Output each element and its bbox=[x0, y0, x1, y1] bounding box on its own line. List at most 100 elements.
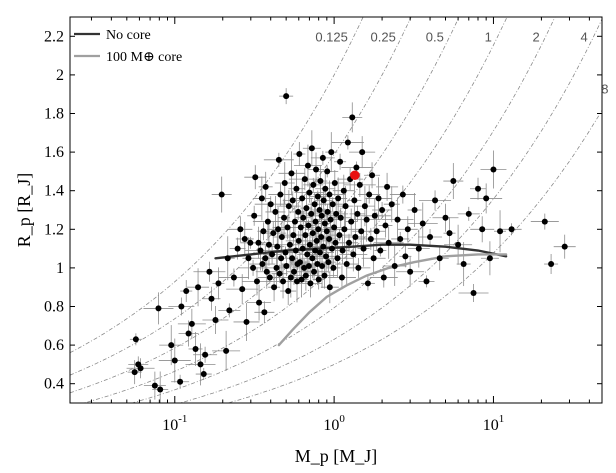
planet-point bbox=[245, 255, 252, 262]
planet-point bbox=[202, 351, 209, 358]
planet-point bbox=[188, 320, 195, 327]
planet-point bbox=[561, 243, 568, 250]
planet-point bbox=[324, 168, 331, 175]
planet-point bbox=[328, 149, 335, 156]
planet-point bbox=[361, 203, 368, 210]
planet-point bbox=[218, 191, 225, 198]
planet-point bbox=[397, 235, 404, 242]
planet-point bbox=[335, 195, 342, 202]
planet-point bbox=[293, 185, 300, 192]
planet-point bbox=[239, 286, 246, 293]
planet-point bbox=[486, 255, 493, 262]
planet-point bbox=[371, 212, 378, 219]
x-tick-base: 10 bbox=[323, 417, 339, 434]
planet-point bbox=[302, 232, 309, 239]
planet-point bbox=[208, 295, 215, 302]
y-axis-label: R_p [R_J] bbox=[14, 173, 34, 248]
planet-point bbox=[384, 183, 391, 190]
planet-point bbox=[258, 195, 265, 202]
planet-point bbox=[264, 218, 271, 225]
planet-point bbox=[330, 264, 337, 271]
planet-point bbox=[359, 149, 366, 156]
planet-point bbox=[315, 276, 322, 283]
planet-point bbox=[380, 274, 387, 281]
planet-point bbox=[402, 253, 409, 260]
planet-point bbox=[262, 255, 269, 262]
planet-point bbox=[460, 261, 467, 268]
planet-point bbox=[307, 280, 314, 287]
planet-point bbox=[415, 245, 422, 252]
planet-point bbox=[301, 264, 308, 271]
planet-point bbox=[315, 226, 322, 233]
planet-point bbox=[308, 210, 315, 217]
planet-point bbox=[319, 154, 326, 161]
planet-point bbox=[263, 268, 270, 275]
planet-point bbox=[318, 212, 325, 219]
planet-point bbox=[230, 274, 237, 281]
planet-point bbox=[256, 299, 263, 306]
planet-point bbox=[385, 239, 392, 246]
axis-ticks: 0.40.60.811.21.41.61.822.210-1 100 101 bbox=[44, 17, 602, 434]
planet-point bbox=[304, 162, 311, 169]
planet-point bbox=[423, 278, 430, 285]
model-curve bbox=[277, 253, 508, 347]
planet-point bbox=[237, 226, 244, 233]
planet-point bbox=[290, 232, 297, 239]
planet-point bbox=[317, 178, 324, 185]
planet-point bbox=[271, 284, 278, 291]
density-labels: 0.125 0.25 0.5 1 2 4 8 bbox=[315, 29, 608, 96]
planet-point bbox=[299, 195, 306, 202]
planet-point bbox=[292, 247, 299, 254]
planet-point bbox=[273, 264, 280, 271]
planet-point bbox=[241, 235, 248, 242]
planet-point bbox=[298, 276, 305, 283]
legend-label-core: 100 M⊕ core bbox=[106, 50, 182, 65]
planet-point bbox=[252, 174, 259, 181]
planet-point bbox=[260, 228, 267, 235]
y-tick-label: 1 bbox=[56, 260, 64, 277]
planet-point bbox=[338, 274, 345, 281]
planet-point bbox=[311, 201, 318, 208]
density-curve bbox=[226, 109, 602, 403]
planet-point bbox=[281, 214, 288, 221]
planet-point bbox=[475, 185, 482, 192]
planet-point bbox=[296, 151, 303, 158]
model-curves bbox=[214, 243, 508, 347]
planet-point bbox=[399, 191, 406, 198]
planet-point bbox=[363, 216, 370, 223]
planet-point bbox=[284, 224, 291, 231]
planet-point bbox=[155, 305, 162, 312]
planet-point bbox=[310, 181, 317, 188]
planet-point bbox=[351, 197, 358, 204]
planet-point bbox=[275, 156, 282, 163]
planet-point bbox=[304, 251, 311, 258]
planet-point bbox=[450, 178, 457, 185]
planet-point bbox=[287, 274, 294, 281]
planet-point bbox=[318, 234, 325, 241]
planet-point bbox=[442, 214, 449, 221]
y-tick-label: 0.4 bbox=[44, 376, 64, 393]
planet-point bbox=[157, 386, 164, 393]
planet-point bbox=[281, 179, 288, 186]
planet-point bbox=[251, 212, 258, 219]
planet-point bbox=[299, 245, 306, 252]
planet-point bbox=[212, 317, 219, 324]
planet-point bbox=[314, 193, 321, 200]
planet-point bbox=[355, 264, 362, 271]
planet-point bbox=[319, 262, 326, 269]
planet-point bbox=[348, 218, 355, 225]
planet-point bbox=[272, 208, 279, 215]
x-tick-label: 101 bbox=[483, 413, 505, 434]
planet-point bbox=[352, 234, 359, 241]
planet-point bbox=[243, 318, 250, 325]
y-tick-label: 0.8 bbox=[44, 299, 64, 316]
planet-point bbox=[411, 207, 418, 213]
x-tick-exponent: -1 bbox=[178, 413, 187, 425]
y-tick-label: 1.6 bbox=[44, 144, 64, 161]
planet-point bbox=[337, 214, 344, 221]
planet-point bbox=[285, 288, 292, 295]
planet-point bbox=[353, 164, 360, 171]
planet-point bbox=[316, 207, 323, 213]
planet-point bbox=[375, 195, 382, 202]
planet-point bbox=[275, 226, 282, 233]
